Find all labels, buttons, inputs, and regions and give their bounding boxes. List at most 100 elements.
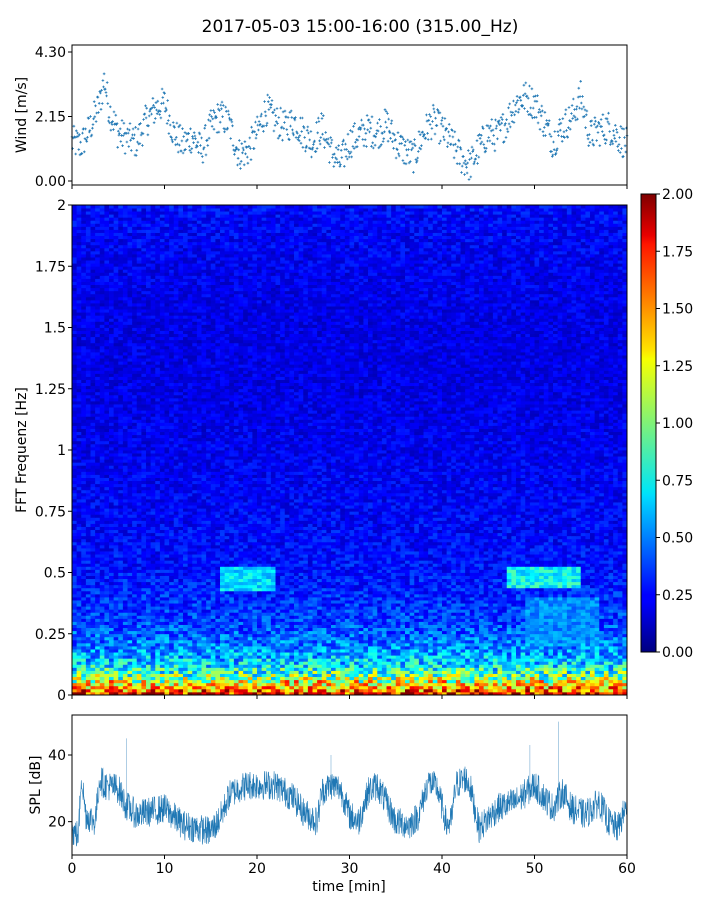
spectrogram-cell	[294, 612, 300, 616]
spectrogram-cell	[229, 630, 235, 635]
spectrogram-cell	[622, 646, 628, 650]
spectrogram-cell	[340, 587, 346, 592]
spectrogram-cell	[261, 590, 267, 595]
spectrogram-cell	[113, 676, 119, 681]
spectrogram-cell	[479, 612, 485, 616]
spectrogram-cell	[284, 682, 290, 687]
spectrogram-cell	[210, 618, 216, 622]
spectrogram-cell	[280, 618, 286, 622]
spectrogram-cell	[275, 630, 281, 635]
spectrogram-cell	[340, 673, 346, 678]
spectrogram-cell	[210, 639, 216, 644]
spectrogram-cell	[307, 618, 313, 622]
spectrogram-cell	[571, 658, 577, 662]
spectrogram-cell	[395, 642, 401, 647]
spectrogram-cell	[594, 569, 600, 573]
spectrogram-cell	[169, 649, 175, 653]
spectrogram-cell	[474, 590, 480, 595]
spectrogram-cell	[525, 600, 531, 604]
spectrogram-cell	[446, 618, 452, 622]
spectrogram-cell	[372, 569, 378, 573]
spectrogram-cell	[511, 636, 517, 641]
spectrogram-cell	[400, 633, 406, 638]
spectrogram-cell	[215, 652, 221, 656]
spectrogram-cell	[516, 636, 522, 641]
spectrogram-cell	[451, 691, 457, 696]
spectrogram-cell	[622, 676, 628, 681]
spectrogram-cell	[599, 679, 605, 684]
spectrogram-cell	[298, 609, 304, 613]
spectrogram-cell	[183, 685, 189, 690]
spectrogram-cell	[608, 630, 614, 635]
spectrogram-cell	[118, 600, 124, 604]
spectrogram-cell	[270, 655, 276, 659]
spectrogram-cell	[109, 587, 115, 592]
spectrogram-cell	[455, 612, 461, 616]
spectrogram-cell	[566, 624, 572, 629]
spectrogram-cell	[492, 593, 498, 598]
spectrogram-cell	[548, 621, 554, 625]
spectrogram-cell	[224, 603, 230, 607]
spectrogram-cell	[617, 652, 623, 656]
spectrogram-cell	[442, 639, 448, 644]
spectrogram-cell	[192, 569, 198, 573]
spectrogram-cell	[372, 618, 378, 622]
spectrogram-cell	[164, 569, 170, 573]
spectrogram-cell	[72, 578, 78, 583]
spectrogram-cell	[196, 569, 202, 573]
spectrogram-cell	[437, 621, 443, 625]
spectrogram-cell	[252, 590, 258, 595]
spectrogram-cell	[169, 627, 175, 632]
spectrogram-cell	[483, 679, 489, 684]
spectrogram-cell	[132, 667, 138, 671]
spectrogram-cell	[289, 587, 295, 592]
spectrogram-cell	[141, 618, 147, 622]
spectrogram-cell	[136, 581, 142, 586]
spectrogram-cell	[196, 587, 202, 592]
spectrogram-cell	[280, 575, 286, 580]
spectrogram-cell	[280, 630, 286, 635]
spectrogram-cell	[594, 606, 600, 610]
spectrogram-cell	[312, 606, 318, 610]
spectrogram-cell	[548, 609, 554, 613]
spectrogram-cell	[257, 603, 263, 607]
spectrogram-cell	[122, 569, 128, 573]
spectrogram-cell	[132, 642, 138, 647]
spectrogram-cell	[418, 655, 424, 659]
spectrogram-cell	[580, 621, 586, 625]
spectrogram-cell	[298, 584, 304, 589]
spectrogram-cell	[210, 658, 216, 662]
spectrogram-cell	[127, 630, 133, 635]
spectrogram-cell	[201, 670, 207, 674]
spectrogram-cell	[344, 581, 350, 586]
spectrogram-cell	[488, 636, 494, 641]
spectrogram-cell	[127, 581, 133, 586]
spectrogram-cell	[289, 575, 295, 580]
spectrogram-cell	[261, 600, 267, 604]
spectrogram-cell	[298, 691, 304, 696]
spectrogram-cell	[109, 649, 115, 653]
spectrogram-cell	[104, 621, 110, 625]
spectrogram-cell	[492, 633, 498, 638]
spectrogram-cell	[122, 606, 128, 610]
spectrogram-cell	[562, 603, 568, 607]
spectrogram-cell	[548, 597, 554, 601]
spectrogram-cell	[146, 612, 152, 616]
spectrogram-cell	[215, 691, 221, 696]
spectrogram-cell	[479, 679, 485, 684]
spectrogram-cell	[557, 667, 563, 671]
spectrogram-cell	[257, 624, 263, 629]
spectrogram-cell	[423, 636, 429, 641]
spectrogram-cell	[428, 679, 434, 684]
spectrogram-cell	[395, 615, 401, 619]
spectrogram-cell	[247, 682, 253, 687]
spectrogram-cell	[136, 676, 142, 681]
spectrogram-cell	[566, 670, 572, 674]
spectrogram-cell	[414, 670, 420, 674]
spectrogram-cell	[344, 612, 350, 616]
spectrogram-cell	[321, 642, 327, 647]
spectrogram-cell	[118, 572, 124, 576]
spectrogram-cell	[488, 639, 494, 644]
spectrogram-cell	[155, 642, 161, 647]
spectrogram-cell	[539, 655, 545, 659]
